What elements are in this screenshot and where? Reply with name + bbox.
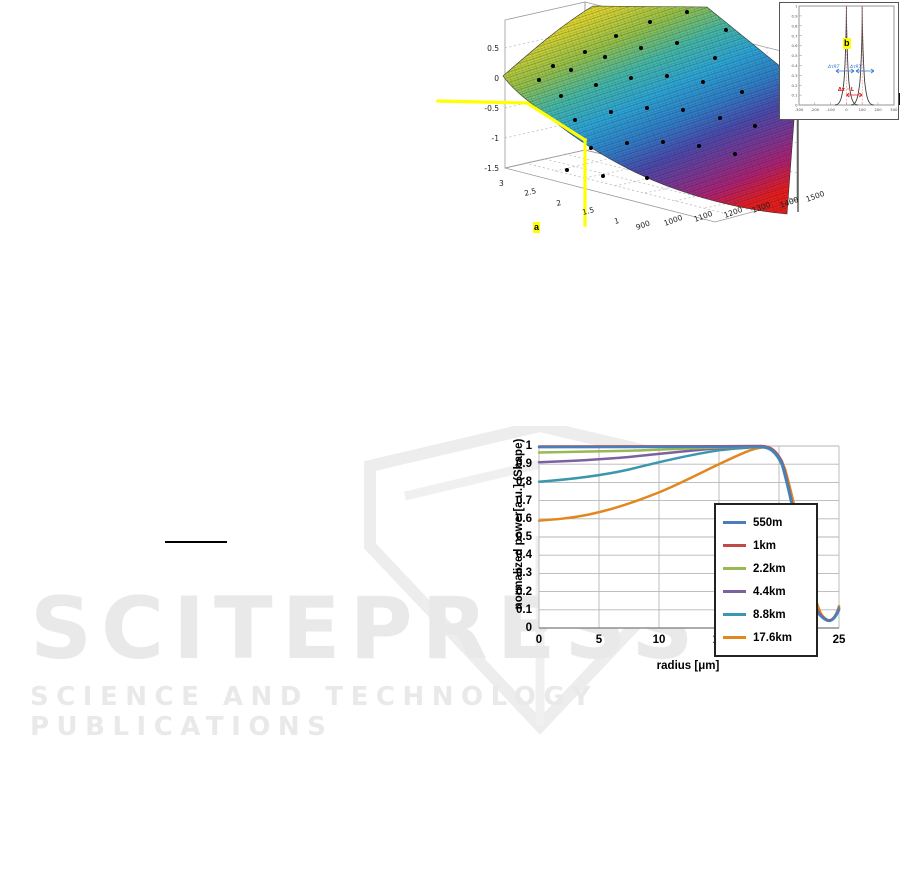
- chart-y-tick-02: 0.2: [516, 586, 532, 598]
- figure-inset-pulse-separation: ΔτRT ΔτRT Δτ · L 1 0.9 0.8 0.7 0.6 0.5 0…: [779, 2, 899, 120]
- legend-item-8-8km[interactable]: 8.8km: [716, 603, 816, 626]
- legend-item-1km[interactable]: 1km: [716, 534, 816, 557]
- chart-x-axis-title: radius [μm]: [656, 660, 720, 672]
- svg-text:-100: -100: [826, 107, 835, 112]
- chart-y-tick-09: 0.9: [516, 458, 532, 470]
- svg-text:-200: -200: [810, 107, 819, 112]
- svg-text:0.5: 0.5: [791, 53, 798, 58]
- inset-pulse-width-arrows: [835, 68, 875, 74]
- legend-swatch-17-6km: [723, 636, 746, 639]
- inset-separation-label: Δτ · L: [838, 87, 855, 93]
- chart-x-tick-5: 5: [595, 634, 603, 646]
- surface-alpha-ticks: 3 2.5 2 1.5 1: [499, 179, 620, 226]
- legend-swatch-8-8km: [723, 613, 746, 616]
- svg-text:0.3: 0.3: [791, 73, 798, 78]
- chart-y-tick-04: 0.4: [516, 549, 532, 561]
- svg-text:0: 0: [845, 107, 848, 112]
- svg-text:1200: 1200: [723, 205, 744, 220]
- svg-text:2: 2: [555, 198, 562, 208]
- inset-plot-canvas: ΔτRT ΔτRT Δτ · L 1 0.9 0.8 0.7 0.6 0.5 0…: [791, 4, 898, 112]
- svg-text:-300: -300: [795, 107, 804, 112]
- legend-swatch-2-2km: [723, 567, 746, 570]
- inset-y-ticks: 1 0.9 0.8 0.7 0.6 0.5 0.4 0.3 0.2 0.1 0: [791, 4, 798, 108]
- yellow-operating-point-guide: [436, 99, 588, 227]
- legend-label-8-8km: 8.8km: [753, 608, 786, 621]
- svg-text:3: 3: [499, 179, 504, 188]
- svg-text:2.5: 2.5: [523, 186, 537, 198]
- chart-y-tick-03: 0.3: [516, 567, 532, 579]
- svg-text:-0.5: -0.5: [484, 104, 499, 113]
- svg-text:1000: 1000: [663, 213, 684, 228]
- chart-y-tick-1: 1: [525, 440, 532, 452]
- svg-text:0.5: 0.5: [487, 44, 499, 53]
- figure-3d-dispersion-surface: 0.5 0 -0.5 -1 -1.5 3 2.5 2 1.5 1 900 100…: [415, 0, 901, 272]
- chart-x-tick-10: 10: [652, 634, 666, 646]
- svg-text:1500: 1500: [805, 189, 826, 204]
- svg-text:0.1: 0.1: [791, 93, 798, 98]
- legend-label-1km: 1km: [753, 539, 777, 552]
- inset-x-ticks: -300 -200 -100 0 100 200 300: [795, 107, 898, 112]
- surface-z-ticks: 0.5 0 -0.5 -1 -1.5: [484, 44, 499, 173]
- svg-text:1.5: 1.5: [581, 205, 595, 217]
- inset-annotation-right: ΔτRT: [849, 64, 862, 70]
- legend-label-550m: 550m: [753, 516, 783, 529]
- svg-text:1100: 1100: [693, 209, 714, 224]
- chart-y-tick-06: 0.6: [516, 513, 532, 525]
- panel-tag-a: a: [533, 222, 541, 233]
- inset-separation-arrow: [846, 92, 863, 98]
- legend-label-4-4km: 4.4km: [753, 585, 786, 598]
- figure-mode-shape-chart: 1 0.9 0.8 0.7 0.6 0.5 0.4 0.3 0.2 0.1 0 …: [498, 432, 901, 682]
- chart-legend: 550m 1km 2.2km 4.4km 8.8km 17.6km: [714, 503, 818, 657]
- svg-text:0: 0: [795, 103, 798, 108]
- chart-y-tick-08: 0.8: [516, 476, 532, 488]
- svg-text:-1.5: -1.5: [484, 164, 499, 173]
- legend-item-550m[interactable]: 550m: [716, 511, 816, 534]
- svg-text:0.2: 0.2: [791, 83, 798, 88]
- panel-tag-b: b: [843, 38, 851, 49]
- svg-text:1: 1: [613, 216, 620, 226]
- watermark-secondary-text: SCIENCE AND TECHNOLOGY PUBLICATIONS: [30, 682, 598, 742]
- svg-text:900: 900: [635, 218, 652, 231]
- svg-text:0.4: 0.4: [791, 63, 798, 68]
- svg-text:0.8: 0.8: [791, 23, 798, 28]
- chart-y-tick-0: 0: [525, 622, 532, 634]
- svg-text:0: 0: [494, 74, 499, 83]
- legend-label-17-6km: 17.6km: [753, 631, 793, 644]
- chart-x-tick-0: 0: [535, 634, 543, 646]
- chart-y-tick-05: 0.5: [516, 531, 532, 543]
- chart-x-tick-25: 25: [832, 634, 846, 646]
- svg-text:100: 100: [859, 107, 867, 112]
- legend-swatch-550m: [723, 521, 746, 524]
- chart-y-tick-07: 0.7: [516, 495, 532, 507]
- surface-sample-markers: [537, 10, 757, 180]
- chart-y-axis-title: normalized power[a.u.] (Shape): [513, 438, 525, 610]
- legend-label-2-2km: 2.2km: [753, 562, 786, 575]
- svg-text:0.7: 0.7: [791, 33, 798, 38]
- svg-text:0.9: 0.9: [791, 14, 798, 19]
- svg-text:1: 1: [795, 4, 798, 9]
- svg-text:300: 300: [890, 107, 898, 112]
- footnote-separator-rule: [165, 541, 227, 543]
- legend-swatch-1km: [723, 544, 746, 547]
- legend-swatch-4-4km: [723, 590, 746, 593]
- legend-item-4-4km[interactable]: 4.4km: [716, 580, 816, 603]
- legend-item-2-2km[interactable]: 2.2km: [716, 557, 816, 580]
- svg-text:0.6: 0.6: [791, 43, 798, 48]
- inset-centre-lines: [846, 6, 863, 105]
- inset-annotation-left: ΔτRT: [827, 64, 840, 70]
- legend-item-17-6km[interactable]: 17.6km: [716, 626, 816, 649]
- surface-plot-canvas: 0.5 0 -0.5 -1 -1.5 3 2.5 2 1.5 1 900 100…: [436, 1, 826, 232]
- svg-text:-1: -1: [492, 134, 500, 143]
- chart-y-tick-01: 0.1: [516, 604, 532, 616]
- surface-sheet: [502, 5, 798, 215]
- svg-text:200: 200: [874, 107, 882, 112]
